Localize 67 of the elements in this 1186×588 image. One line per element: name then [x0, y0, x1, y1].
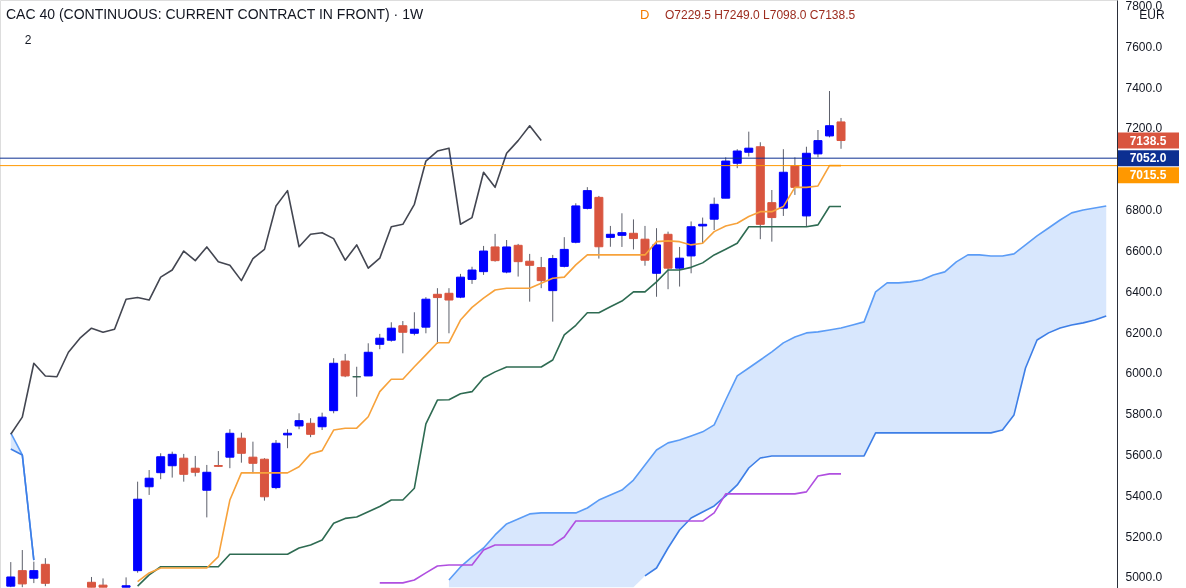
candlestick — [617, 212, 627, 248]
candlestick — [202, 464, 212, 518]
candlestick — [813, 129, 823, 158]
candlestick — [6, 561, 16, 588]
candlestick — [675, 246, 685, 288]
candlestick — [628, 218, 638, 250]
candlestick — [236, 432, 246, 464]
candlestick — [386, 321, 396, 343]
candlestick — [40, 557, 50, 587]
candlestick — [432, 287, 442, 345]
candlestick — [732, 148, 742, 169]
candlestick — [190, 455, 200, 477]
candlestick — [824, 90, 834, 138]
annotation: O7229.5 H7249.0 L7098.0 C7138.5 — [665, 8, 856, 22]
candlestick — [790, 156, 800, 196]
candlestick — [121, 576, 131, 588]
y-tick-label: 5200.0 — [1125, 529, 1163, 544]
ref-line-label: 7052.0 — [1129, 151, 1167, 166]
candlestick — [536, 256, 546, 289]
candlestick — [836, 117, 846, 150]
candlestick — [709, 197, 719, 231]
line-series — [9, 124, 542, 436]
candlestick — [767, 189, 777, 243]
candlestick — [490, 233, 500, 263]
annotation: 2 — [24, 33, 32, 47]
candlestick — [444, 287, 454, 334]
candlestick — [363, 342, 373, 377]
y-tick-label: 5600.0 — [1125, 448, 1163, 463]
candlestick — [167, 451, 177, 479]
candlestick — [98, 577, 108, 588]
y-tick-label: 7200.0 — [1125, 121, 1163, 136]
y-tick-label: 7600.0 — [1125, 39, 1163, 54]
candlestick — [283, 428, 293, 449]
candlestick — [455, 273, 465, 299]
y-tick-label: 6400.0 — [1125, 284, 1163, 299]
candlestick — [156, 452, 166, 480]
candlestick — [225, 428, 235, 469]
candlestick — [398, 320, 408, 354]
annotation: D — [640, 7, 650, 22]
y-tick-label: 7400.0 — [1125, 80, 1163, 95]
candlestick — [248, 441, 258, 474]
candlestick — [179, 453, 189, 483]
y-tick-label: 6800.0 — [1125, 203, 1163, 218]
candlestick — [306, 417, 316, 438]
candlestick — [144, 469, 154, 496]
candlestick — [744, 131, 754, 158]
candlestick — [17, 549, 27, 588]
candlestick — [698, 217, 708, 244]
candlestick — [640, 225, 650, 267]
y-tick-label: 6200.0 — [1125, 325, 1163, 340]
candlestick — [513, 243, 523, 278]
y-tick-label: 5800.0 — [1125, 407, 1163, 422]
ref-line-label: 7015.5 — [1129, 168, 1167, 183]
line-series — [378, 473, 842, 584]
candlestick — [29, 561, 39, 584]
candlestick — [479, 245, 489, 276]
y-tick-label: 6000.0 — [1125, 366, 1163, 381]
candlestick — [605, 225, 615, 248]
candlestick — [409, 311, 419, 336]
y-tick-label: 6600.0 — [1125, 243, 1163, 258]
y-tick-label: 5000.0 — [1125, 570, 1163, 585]
candlestick — [525, 253, 535, 303]
text: 7138.5 — [1129, 133, 1167, 148]
candlestick — [294, 412, 304, 430]
chart-title: CAC 40 (CONTINUOUS: CURRENT CONTRACT IN FRONT) · 1W — [6, 6, 424, 22]
candlestick — [559, 236, 569, 268]
y-tick-label: 5400.0 — [1125, 488, 1163, 503]
